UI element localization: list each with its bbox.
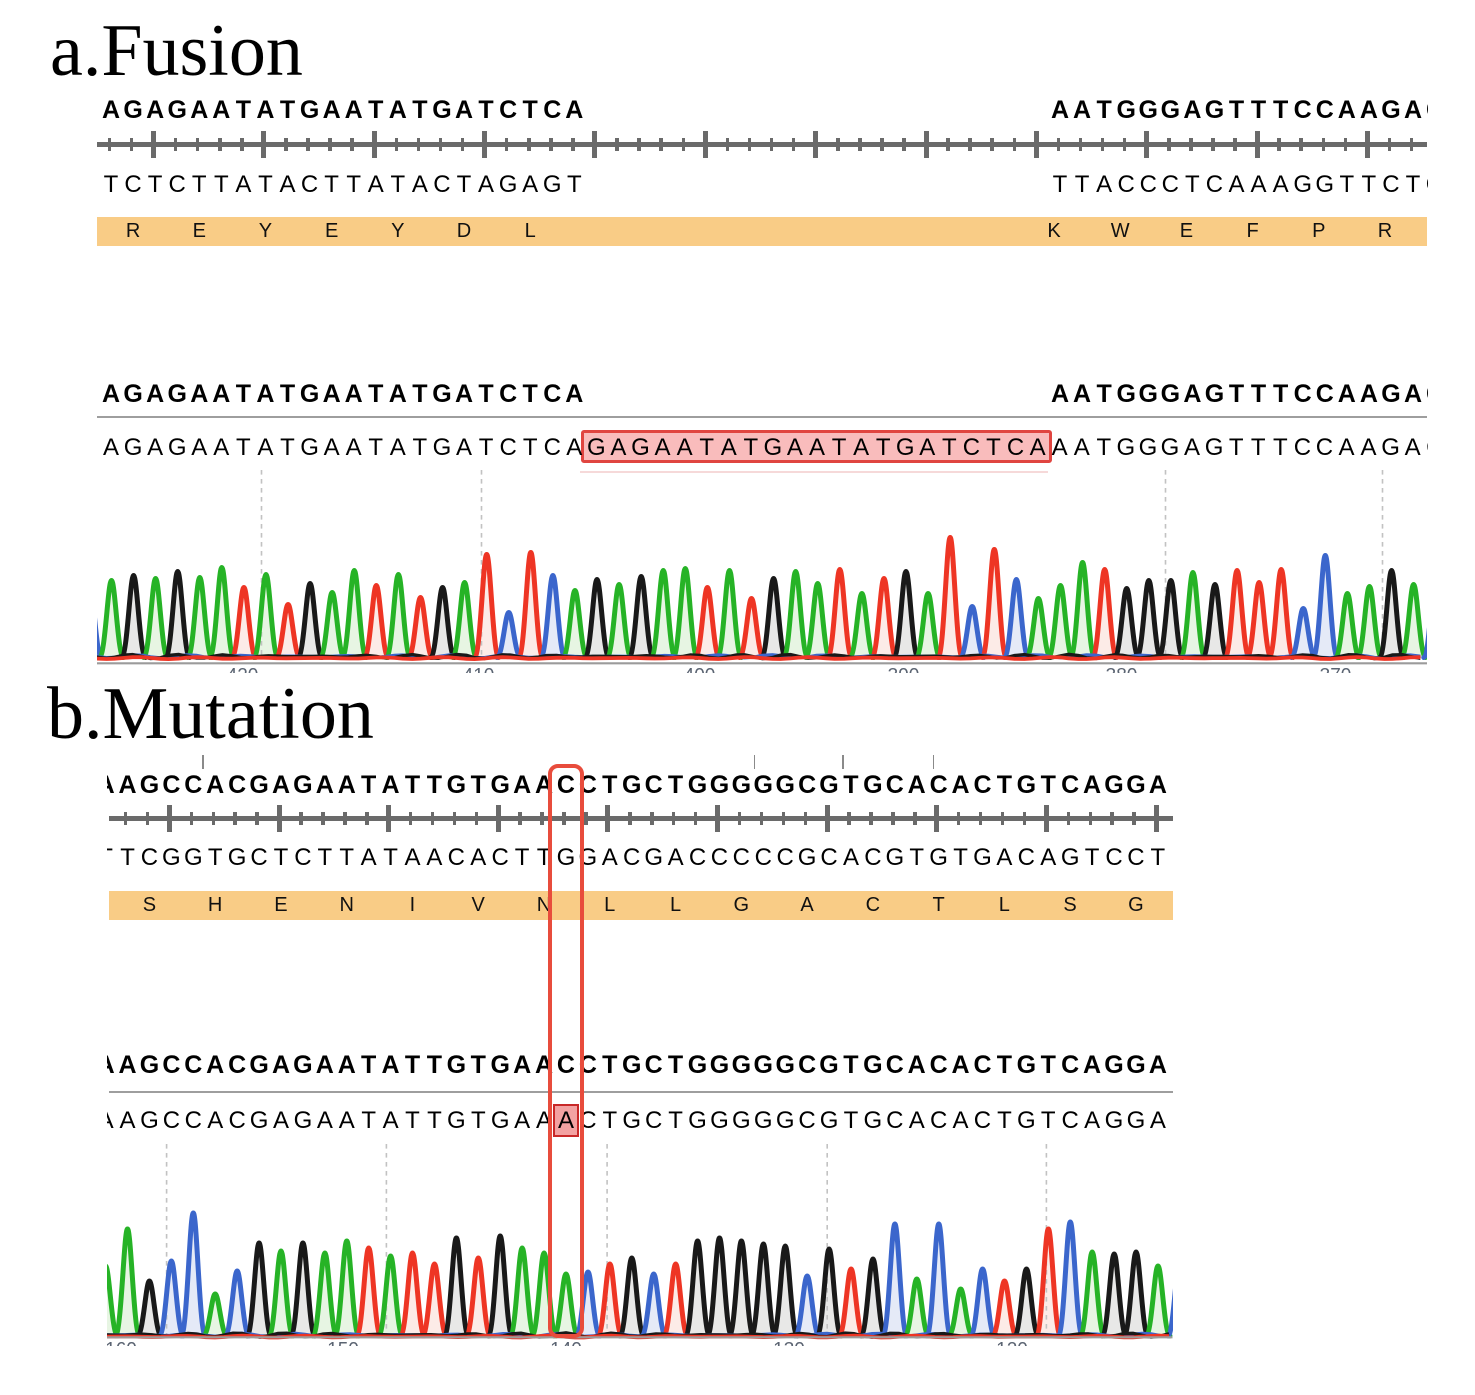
svg-text:390: 390	[887, 666, 919, 674]
svg-text:160: 160	[107, 1340, 137, 1347]
svg-text:380: 380	[1105, 666, 1137, 674]
svg-text:150: 150	[327, 1340, 359, 1347]
svg-text:400: 400	[683, 666, 715, 674]
svg-text:410: 410	[462, 666, 494, 674]
svg-text:140: 140	[550, 1340, 582, 1347]
svg-text:120: 120	[996, 1340, 1028, 1347]
svg-text:130: 130	[773, 1340, 805, 1347]
svg-text:370: 370	[1319, 666, 1351, 674]
svg-text:420: 420	[226, 666, 258, 674]
